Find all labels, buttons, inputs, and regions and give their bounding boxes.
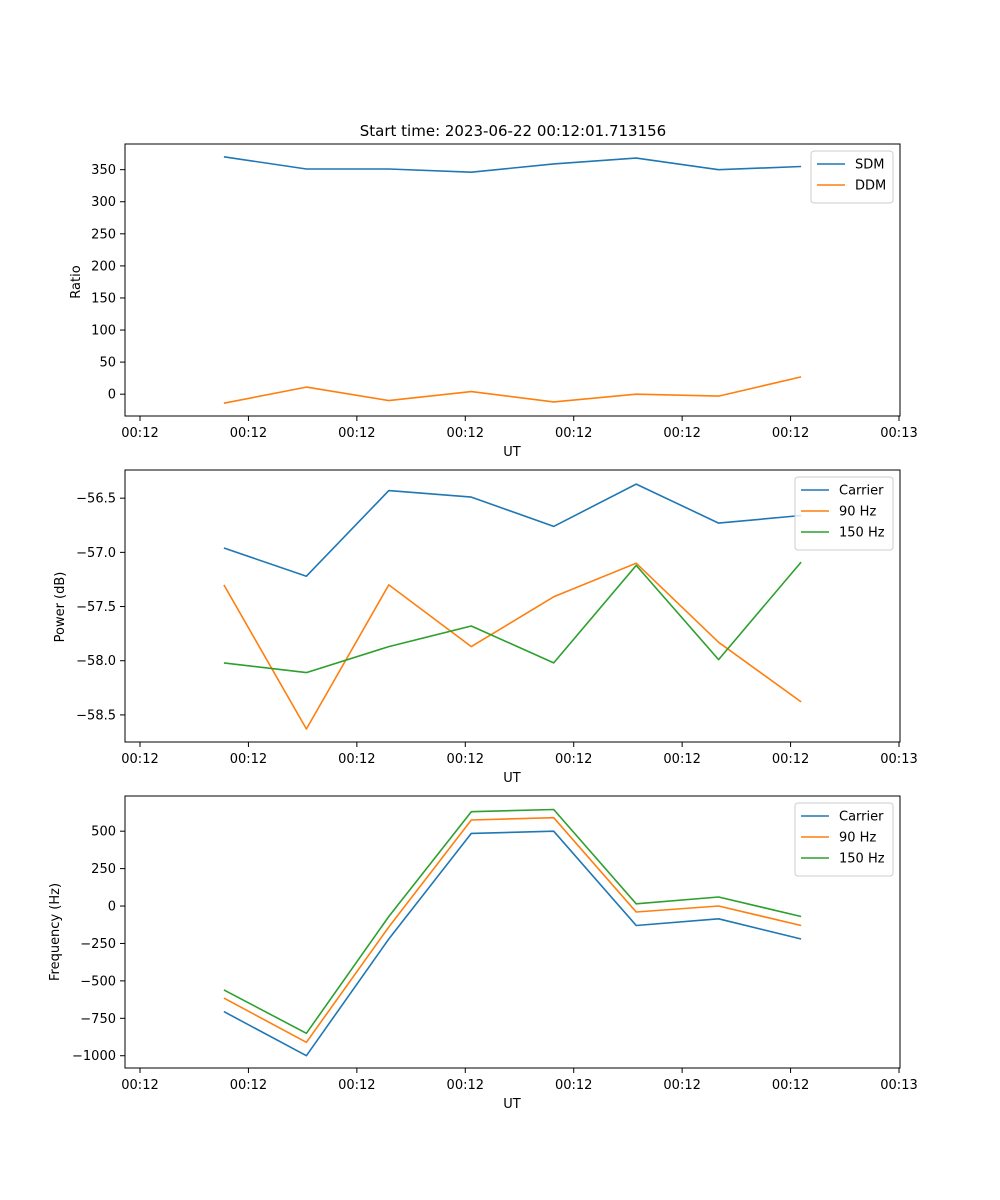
chart-ratio-x-tick-label: 00:12 <box>121 426 158 441</box>
chart-power-x-tick-label: 00:12 <box>663 752 700 767</box>
chart-ratio-y-tick-label: 200 <box>91 259 116 274</box>
chart-frequency-x-tick-label: 00:13 <box>880 1078 917 1093</box>
chart-ratio-y-tick-label: 300 <box>91 195 116 210</box>
chart-frequency-legend-label: Carrier <box>839 810 884 825</box>
chart-ratio-x-tick-label: 00:12 <box>555 426 592 441</box>
chart-power-axes-frame <box>124 469 901 743</box>
chart-frequency-legend-label: 90 Hz <box>839 831 876 846</box>
chart-power-legend-label: 150 Hz <box>839 526 885 541</box>
chart-power-legend-label: Carrier <box>839 484 884 499</box>
chart-ratio-y-tick-label: 100 <box>91 324 116 339</box>
chart-ratio-legend-label: DDM <box>855 179 886 194</box>
chart-frequency-series-150-hz-line <box>223 808 802 1035</box>
chart-frequency-legend-label: 150 Hz <box>839 852 885 867</box>
chart-ratio-x-tick-label: 00:12 <box>230 426 267 441</box>
chart-frequency-xlabel: UT <box>503 1097 521 1112</box>
chart-ratio: UT Ratio 00:12 00:12 00:12 00:12 00:12 00:12 0… <box>69 143 918 460</box>
chart-frequency-x-tick-label: 00:12 <box>121 1078 158 1093</box>
chart-power-series-carrier-line <box>223 483 802 578</box>
chart-power-y-tick-label: −57.0 <box>76 546 116 561</box>
chart-frequency-series-90-hz-line <box>223 816 802 1044</box>
chart-ratio-x-tick-label: 00:12 <box>338 426 375 441</box>
chart-ratio-legend-label: SDM <box>855 158 884 173</box>
chart-power-y-tick-label: −58.5 <box>76 708 116 723</box>
chart-power-x-tick-label: 00:12 <box>772 752 809 767</box>
chart-frequency: UT Frequency (Hz) 00:12 00:12 00:12 00:12 00… <box>48 795 918 1112</box>
chart-ratio-y-tick-label: 250 <box>91 227 116 242</box>
chart-power-x-tick-label: 00:12 <box>338 752 375 767</box>
chart-frequency-y-tick-label: −250 <box>80 937 116 952</box>
chart-ratio-y-tick-label: 50 <box>99 356 116 371</box>
chart-frequency-x-tick-label: 00:12 <box>338 1078 375 1093</box>
chart-power-legend-label: 90 Hz <box>839 505 876 520</box>
chart-ratio-series-ddm-line <box>223 376 802 404</box>
chart-power-y-tick-label: −57.5 <box>76 600 116 615</box>
chart-ratio-y-tick-label: 150 <box>91 291 116 306</box>
chart-frequency-y-tick-label: 250 <box>91 862 116 877</box>
chart-ratio-ylabel: Ratio <box>69 265 84 298</box>
chart-power-x-tick-label: 00:12 <box>121 752 158 767</box>
chart-power-ylabel: Power (dB) <box>53 572 68 643</box>
chart-power: UT Power (dB) 00:12 00:12 00:12 00:12 00:12 0… <box>53 469 918 786</box>
chart-power-series-90-hz-line <box>223 562 802 730</box>
chart-ratio-xlabel: UT <box>503 445 521 460</box>
chart-frequency-x-tick-label: 00:12 <box>772 1078 809 1093</box>
chart-frequency-axes-frame <box>124 795 901 1069</box>
chart-ratio-x-tick-label: 00:12 <box>663 426 700 441</box>
chart-power-x-tick-label: 00:12 <box>555 752 592 767</box>
chart-frequency-y-tick-label: −500 <box>80 974 116 989</box>
chart-ratio-x-tick-label: 00:12 <box>772 426 809 441</box>
chart-frequency-series-carrier-line <box>223 830 802 1057</box>
chart-power-xlabel: UT <box>503 771 521 786</box>
chart-power-x-tick-label: 00:13 <box>880 752 917 767</box>
chart-power-y-tick-label: −58.0 <box>76 654 116 669</box>
chart-frequency-y-tick-label: 0 <box>108 900 116 915</box>
chart-ratio-y-tick-label: 0 <box>108 388 116 403</box>
chart-ratio-series-sdm-line <box>223 156 802 173</box>
chart-frequency-y-tick-label: −750 <box>80 1012 116 1027</box>
chart-power-y-tick-label: −56.5 <box>76 492 116 507</box>
chart-frequency-y-tick-label: −1000 <box>72 1049 116 1064</box>
chart-power-series-150-hz-line <box>223 561 802 674</box>
chart-frequency-x-tick-label: 00:12 <box>230 1078 267 1093</box>
chart-frequency-x-tick-label: 00:12 <box>447 1078 484 1093</box>
chart-frequency-x-tick-label: 00:12 <box>555 1078 592 1093</box>
figure-title: Start time: 2023-06-22 00:12:01.713156 <box>360 122 666 140</box>
chart-power-x-tick-label: 00:12 <box>230 752 267 767</box>
chart-ratio-axes-frame <box>124 143 901 417</box>
chart-frequency-ylabel: Frequency (Hz) <box>48 883 63 981</box>
chart-ratio-y-tick-label: 350 <box>91 163 116 178</box>
chart-frequency-y-tick-label: 500 <box>91 825 116 840</box>
chart-power-x-tick-label: 00:12 <box>447 752 484 767</box>
chart-ratio-x-tick-label: 00:12 <box>447 426 484 441</box>
chart-ratio-x-tick-label: 00:13 <box>880 426 917 441</box>
chart-frequency-x-tick-label: 00:12 <box>663 1078 700 1093</box>
